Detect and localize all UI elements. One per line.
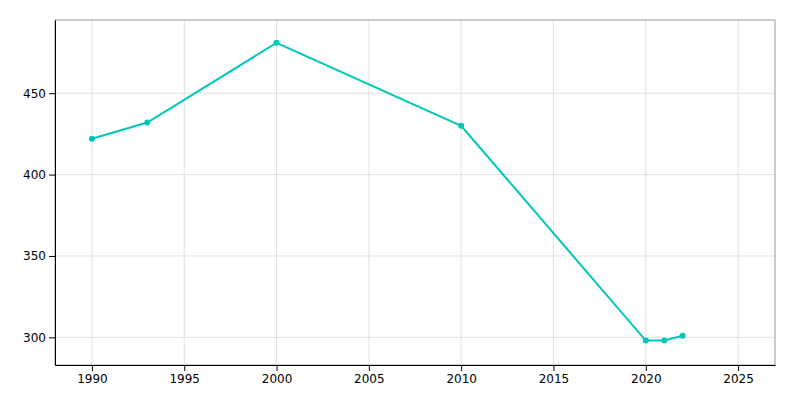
point [643,338,649,344]
x-tick: 2000 [262,365,293,386]
x-axis: 1990 1995 2000 2005 2010 2015 2020 2025 [56,365,776,386]
x-tick-label: 2005 [354,372,385,386]
x-tick-mark [738,365,739,371]
grid-line-x [368,20,369,365]
grid-line-x [184,20,185,365]
x-tick-mark [369,365,370,371]
x-axis-line [56,365,776,366]
x-tick-label: 1990 [77,372,108,386]
grid-line-x [738,20,739,365]
grid-line-y [55,174,775,175]
x-tick: 2010 [446,365,477,386]
y-tick: 300 [23,331,55,345]
y-tick-mark [49,337,55,338]
y-tick-label: 400 [23,168,46,182]
series [89,40,686,344]
grid [55,20,775,365]
y-tick: 400 [23,168,55,182]
x-tick: 1995 [169,365,200,386]
y-tick-mark [49,175,55,176]
x-tick: 1990 [77,365,108,386]
x-tick-label: 2025 [723,372,754,386]
y-tick: 450 [23,87,55,101]
plot-frame [55,20,775,365]
grid-line-x [645,20,646,365]
grid-line-x [461,20,462,365]
x-tick-label: 2010 [446,372,477,386]
grid-line-x [553,20,554,365]
x-tick-mark [184,365,185,371]
point [661,338,667,344]
x-tick-label: 2015 [539,372,570,386]
y-tick-mark [49,93,55,94]
x-tick-mark [461,365,462,371]
line [92,43,683,341]
grid-line-y [55,255,775,256]
y-tick-label: 300 [23,331,46,345]
x-tick: 2005 [354,365,385,386]
y-tick-mark [49,256,55,257]
grid-line-y [55,337,775,338]
x-tick-label: 2020 [631,372,662,386]
x-tick-mark [92,365,93,371]
grid-line-y [55,93,775,94]
x-tick: 2020 [631,365,662,386]
x-tick: 2015 [539,365,570,386]
y-tick-label: 350 [23,249,46,263]
x-tick-label: 1995 [169,372,200,386]
point [680,333,686,339]
point [274,40,280,46]
y-axis-line [55,21,56,366]
x-tick: 2025 [723,365,754,386]
point [144,120,150,126]
chart: 1990 1995 2000 2005 2010 2015 2020 2025 300 350 40… [0,0,800,400]
y-tick: 350 [23,249,55,263]
y-axis: 300 350 400 450 [23,21,55,366]
x-tick-label: 2000 [262,372,293,386]
x-tick-mark [277,365,278,371]
grid-line-x [91,20,92,365]
x-tick-mark [553,365,554,371]
point [89,136,95,142]
grid-line-x [276,20,277,365]
x-tick-mark [646,365,647,371]
y-tick-label: 450 [23,87,46,101]
plot: 1990 1995 2000 2005 2010 2015 2020 2025 300 350 40… [23,20,775,386]
point [458,123,464,129]
